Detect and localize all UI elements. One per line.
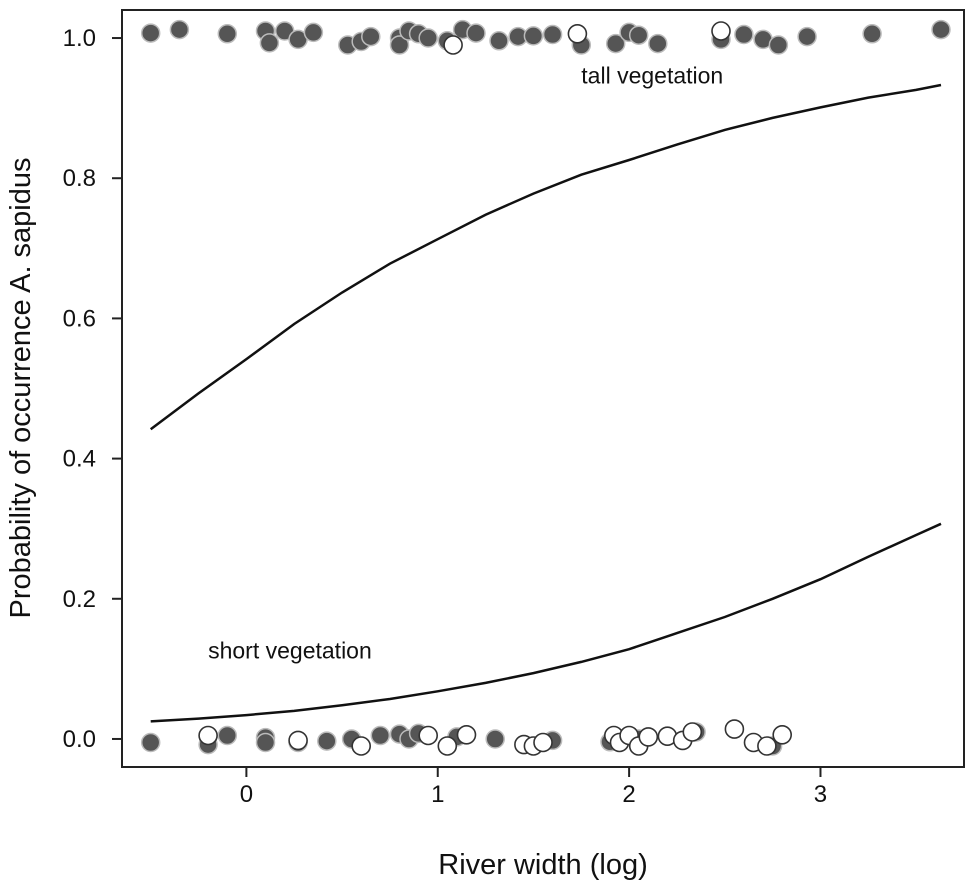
open-point bbox=[711, 21, 731, 41]
y-tick-label: 1.0 bbox=[63, 25, 96, 52]
y-tick-label: 0.2 bbox=[63, 586, 96, 613]
open-point bbox=[757, 736, 777, 756]
curve-annotations: tall vegetation short vegetation bbox=[208, 63, 723, 664]
filled-point bbox=[489, 31, 509, 51]
filled-point bbox=[485, 729, 505, 749]
filled-point bbox=[931, 19, 951, 40]
x-axis: 0 1 2 3 bbox=[240, 767, 827, 808]
curve-label: tall vegetation bbox=[581, 63, 723, 89]
curve-label: short vegetation bbox=[208, 637, 372, 663]
filled-point bbox=[361, 26, 381, 47]
plot-frame bbox=[121, 9, 965, 768]
fitted-curve-line bbox=[149, 83, 942, 431]
open-point bbox=[288, 730, 308, 751]
y-tick-label: 0.4 bbox=[63, 446, 96, 473]
filled-point bbox=[768, 35, 789, 55]
data-points bbox=[140, 19, 951, 756]
filled-point bbox=[542, 24, 563, 45]
open-point bbox=[351, 736, 372, 756]
filled-point bbox=[370, 725, 391, 746]
open-point bbox=[567, 23, 588, 44]
y-axis-title: Probability of occurrence A. sapidus bbox=[5, 157, 37, 618]
filled-point bbox=[259, 33, 280, 53]
open-point bbox=[456, 724, 477, 745]
filled-point bbox=[169, 19, 190, 40]
filled-point bbox=[217, 24, 238, 44]
filled-point bbox=[628, 25, 649, 45]
filled-point bbox=[140, 23, 161, 43]
open-point bbox=[437, 736, 458, 756]
open-point bbox=[418, 725, 439, 746]
filled-point bbox=[317, 731, 337, 751]
x-axis-title: River width (log) bbox=[438, 849, 648, 881]
y-tick-label: 0.0 bbox=[63, 726, 96, 753]
open-point bbox=[533, 732, 553, 753]
x-tick-label: 3 bbox=[814, 781, 827, 808]
open-point bbox=[772, 724, 793, 745]
open-point bbox=[638, 727, 659, 747]
x-tick-label: 0 bbox=[240, 781, 253, 808]
filled-point bbox=[605, 33, 626, 54]
open-point bbox=[443, 35, 463, 55]
filled-point bbox=[734, 24, 754, 45]
y-tick-label: 0.8 bbox=[63, 165, 96, 192]
fitted-curves bbox=[149, 83, 942, 723]
filled-point bbox=[140, 732, 161, 753]
open-point bbox=[198, 725, 218, 746]
filled-point bbox=[797, 26, 817, 47]
filled-point bbox=[523, 26, 544, 46]
filled-point bbox=[217, 725, 238, 746]
open-point bbox=[724, 719, 745, 739]
filled-point bbox=[466, 23, 486, 43]
y-axis: 0.0 0.2 0.4 0.6 0.8 1.0 bbox=[63, 25, 122, 753]
x-tick-label: 1 bbox=[431, 781, 444, 808]
filled-point bbox=[648, 33, 668, 54]
filled-point bbox=[255, 732, 276, 753]
filled-point bbox=[389, 35, 410, 55]
filled-point bbox=[862, 24, 882, 44]
fitted-curve-line bbox=[150, 522, 942, 723]
filled-point bbox=[418, 28, 438, 48]
filled-point bbox=[303, 22, 324, 43]
x-tick-label: 2 bbox=[622, 781, 635, 808]
y-tick-label: 0.6 bbox=[63, 305, 96, 332]
open-point bbox=[682, 722, 703, 742]
